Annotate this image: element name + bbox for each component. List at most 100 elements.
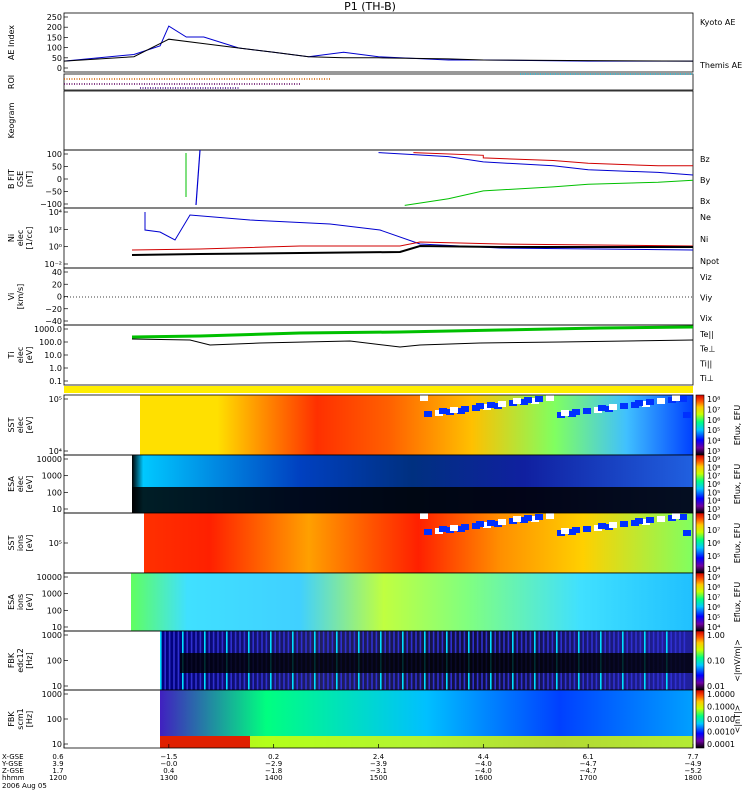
ti-parallel-trace	[131, 325, 694, 339]
noise-block	[609, 522, 617, 528]
colorbar-label: 10⁹	[707, 573, 720, 582]
y-axis-label: [Hz]	[25, 652, 34, 668]
x-tick-label: −2.9	[265, 760, 282, 768]
panel-frame	[63, 324, 694, 386]
fbk-stripe	[168, 631, 171, 690]
legend-entry: Viz	[700, 273, 712, 282]
panel-frame	[63, 73, 694, 91]
colorbar-label: 10⁴	[707, 623, 720, 632]
legend-entry: Themis AE	[699, 61, 742, 70]
noise-block	[561, 528, 569, 534]
y-tick-label: 10000	[37, 455, 62, 464]
colorbar-title: Eflux, EFU	[733, 523, 742, 564]
npot-trace	[144, 212, 694, 251]
y-tick-label: 10⁰	[49, 243, 62, 252]
y-tick-label: 1000	[42, 472, 62, 481]
y-axis-label: [eV]	[25, 417, 34, 434]
colorbar-label: 10⁸	[707, 463, 720, 472]
y-tick-label: 20	[52, 280, 62, 289]
x-tick-label: 1400	[265, 774, 283, 782]
colorbar-label: 10⁶	[707, 416, 720, 425]
y-axis-label: Ti	[7, 352, 16, 360]
x-tick-label: 1300	[160, 774, 178, 782]
y-tick-label: 10000	[37, 573, 62, 582]
series-line-kyoto-ae	[63, 25, 693, 62]
colorbar-label: 10³	[707, 505, 720, 514]
x-row-label: Z-GSE	[2, 767, 24, 775]
y-axis-label: AE Index	[7, 25, 16, 60]
legend-entry: Kyoto AE	[700, 18, 735, 27]
y-tick-label: 10	[52, 505, 62, 514]
y-axis-label: B FIT	[7, 169, 16, 189]
y-tick-label: 1000	[42, 590, 62, 599]
x-row-label: 2006 Aug 05	[2, 782, 47, 790]
noise-block	[450, 407, 458, 413]
spectrogram-esa_i	[131, 573, 693, 631]
noise-block	[424, 411, 432, 417]
y-tick-label: 100.0	[39, 338, 62, 347]
panel-fbk_b: 1.0000 0.1000 0.0100 0.0010 0.0001 <|nT|> 1000…	[7, 689, 742, 749]
x-tick-label: 4.4	[478, 753, 490, 761]
colorbar-label: 10⁷	[707, 472, 720, 481]
colorbar-label: 10⁹	[707, 455, 720, 464]
y-tick-label: 100	[47, 488, 62, 497]
colorbar-label: 10³	[707, 447, 720, 456]
y-axis-label: ESA	[7, 476, 16, 492]
y-tick-label: 10⁵	[49, 395, 62, 404]
x-row-label: X-GSE	[2, 753, 24, 761]
noise-block	[439, 526, 447, 532]
legend-entry: Ne	[700, 213, 711, 222]
te-parallel-trace	[131, 338, 694, 348]
x-tick-label: 1.7	[52, 767, 63, 775]
panel-keogram: Keogram	[7, 90, 694, 151]
y-axis-label: Vi	[7, 293, 16, 301]
x-tick-label: 0.4	[163, 767, 175, 775]
y-axis-label: ions	[16, 594, 25, 610]
noise-block	[583, 408, 591, 414]
noise-block	[487, 402, 495, 408]
noise-block	[609, 404, 617, 410]
noise-block	[461, 524, 469, 530]
legend-entry: Ti||	[699, 359, 712, 368]
y-tick-label: 40	[52, 268, 62, 277]
x-tick-label: −4.7	[580, 767, 597, 775]
series-line-themis-ae	[63, 38, 694, 62]
noise-block	[646, 517, 654, 523]
series-line-bz	[413, 152, 693, 167]
y-tick-label: 10	[52, 740, 62, 749]
y-axis-label: edc12	[16, 648, 25, 673]
y-axis-label: [1/cc]	[25, 227, 34, 250]
colorbar-label: 0.0010	[707, 728, 735, 737]
y-tick-label: 10⁴	[49, 447, 62, 456]
y-tick-label: 150	[47, 33, 62, 42]
fbk-stripe	[173, 631, 175, 690]
y-axis-label: scm1	[16, 708, 25, 729]
noise-block	[672, 513, 680, 519]
y-axis-label: [eV]	[25, 535, 34, 552]
x-tick-label: −3.9	[370, 760, 387, 768]
noise-block	[679, 396, 687, 402]
colorbar-label: 10⁶	[707, 539, 720, 548]
y-tick-label: 100	[47, 44, 62, 53]
noise-block	[583, 526, 591, 532]
y-axis-label: Ni	[7, 234, 16, 242]
y-tick-label: 200	[47, 23, 62, 32]
noise-block	[672, 395, 680, 401]
y-tick-label: 100	[47, 606, 62, 615]
colorbar-label: 10⁴	[707, 437, 720, 446]
y-axis-label: ROI	[7, 75, 16, 89]
figure-title: P1 (TH-B)	[344, 0, 396, 13]
noise-block	[498, 401, 506, 407]
series-line-by	[404, 179, 694, 206]
ne-trace	[131, 241, 694, 251]
fbk-stripe	[160, 631, 162, 690]
y-tick-label: 100	[47, 657, 62, 666]
colorbar-label: 10⁴	[707, 565, 720, 574]
y-axis-label: [km/s]	[16, 284, 25, 310]
x-tick-label: 2.4	[373, 753, 385, 761]
noise-block	[561, 410, 569, 416]
panel-frame	[63, 207, 694, 269]
colorbar-scale	[695, 630, 705, 691]
